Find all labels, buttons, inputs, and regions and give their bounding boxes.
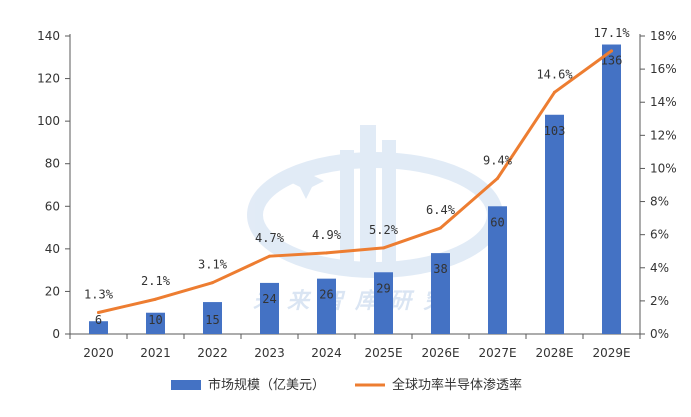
line-data-label: 2.1% (141, 274, 171, 288)
line-data-label: 4.9% (312, 228, 342, 242)
y-tick-label-left: 100 (37, 114, 60, 128)
bar-data-label: 103 (544, 124, 566, 138)
line-point (154, 297, 157, 301)
bar-data-label: 15 (205, 313, 219, 327)
y-tick-label-right: 10% (650, 161, 677, 175)
line-data-label: 5.2% (369, 223, 399, 237)
y-tick-label-left: 140 (37, 29, 60, 43)
line-point (496, 176, 499, 180)
line-data-label: 3.1% (198, 258, 228, 272)
x-tick-label: 2024 (311, 346, 342, 360)
line-point (97, 310, 100, 314)
legend: 市场规模（亿美元） 全球功率半导体渗透率 (171, 377, 522, 393)
watermark-text: 未来智库研究 (253, 288, 457, 314)
bar-data-label: 24 (262, 292, 276, 306)
bar (374, 272, 393, 334)
line-point (439, 226, 442, 230)
x-tick-label: 2023 (254, 346, 285, 360)
bar-data-label: 60 (490, 215, 504, 229)
line-point (382, 246, 385, 250)
line-point (610, 49, 613, 53)
line-point (268, 254, 271, 258)
bar (488, 206, 507, 334)
y-tick-label-right: 8% (650, 195, 669, 209)
y-tick-label-left: 60 (45, 199, 60, 213)
bar (203, 302, 222, 334)
bar-data-label: 26 (319, 288, 333, 302)
legend-line-label: 全球功率半导体渗透率 (392, 377, 522, 393)
y-tick-label-left: 120 (37, 72, 60, 86)
x-tick-label: 2028E (535, 346, 573, 360)
line-point (211, 281, 214, 285)
y-tick-label-left: 0 (52, 327, 60, 341)
x-tick-label: 2022 (197, 346, 228, 360)
bar (431, 253, 450, 334)
x-tick-label: 2026E (421, 346, 459, 360)
bar-data-label: 10 (148, 313, 162, 327)
y-tick-label-right: 12% (650, 128, 677, 142)
legend-bar-swatch (171, 380, 201, 390)
bar (146, 312, 165, 334)
bar (317, 278, 336, 334)
line-data-label: 4.7% (255, 231, 285, 245)
line-data-label: 1.3% (84, 287, 114, 301)
line-point (553, 90, 556, 94)
y-tick-label-right: 14% (650, 95, 677, 109)
bar (602, 44, 621, 335)
bar-data-label: 136 (601, 54, 623, 68)
line-data-label: 14.6% (536, 67, 573, 81)
y-tick-label-right: 6% (650, 228, 669, 242)
line-point (325, 251, 328, 255)
watermark-logo (247, 125, 503, 278)
line-series: 1.3% 2.1% 3.1% 4.7% 4.9% 5.2% 6.4% 9.4% 14.6% 17.… (84, 26, 630, 314)
bar-data-label: 38 (433, 262, 447, 276)
legend-bar-label: 市场规模（亿美元） (208, 377, 325, 393)
x-tick-label: 2027E (478, 346, 516, 360)
bar-data-label: 6 (95, 313, 102, 327)
x-tick-label: 2029E (592, 346, 630, 360)
y-tick-label-right: 18% (650, 29, 677, 43)
bar-series: 6 10 15 24 26 29 38 60 103 136 (89, 44, 623, 335)
x-tick-label: 2025E (364, 346, 402, 360)
y-tick-label-left: 80 (45, 157, 60, 171)
y-tick-label-left: 40 (45, 242, 60, 256)
bar (260, 282, 279, 334)
bar (89, 321, 108, 334)
line-data-label: 17.1% (593, 26, 630, 40)
y-tick-label-right: 16% (650, 62, 677, 76)
bar-data-label: 29 (376, 281, 390, 295)
x-tick-label: 2020 (83, 346, 114, 360)
line-data-label: 9.4% (483, 153, 513, 167)
line-path (97, 49, 613, 314)
y-tick-label-right: 0% (650, 327, 669, 341)
y-tick-label-right: 2% (650, 294, 669, 308)
line-data-label: 6.4% (426, 203, 456, 217)
y-tick-label-right: 4% (650, 261, 669, 275)
y-tick-label-left: 20 (45, 284, 60, 298)
bar (545, 114, 564, 334)
x-tick-label: 2021 (140, 346, 171, 360)
